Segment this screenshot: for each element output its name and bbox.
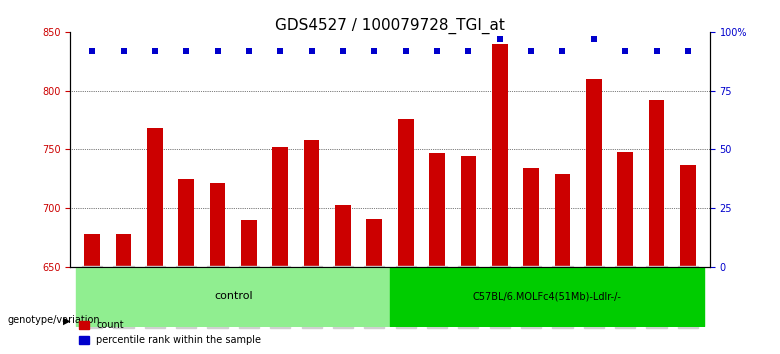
Bar	[367, 219, 382, 267]
Bar	[115, 234, 131, 267]
Text: C57BL/6.MOLFc4(51Mb)-Ldlr-/-: C57BL/6.MOLFc4(51Mb)-Ldlr-/-	[473, 291, 621, 301]
Bar	[210, 183, 225, 267]
Bar	[649, 100, 665, 267]
Bar	[680, 165, 696, 267]
Bar	[398, 119, 413, 267]
Bar	[241, 220, 257, 267]
Bar	[586, 79, 601, 267]
Bar	[492, 44, 508, 267]
Legend: count, percentile rank within the sample: count, percentile rank within the sample	[75, 316, 265, 349]
Bar	[147, 128, 163, 267]
Bar	[303, 140, 320, 267]
Text: control: control	[214, 291, 253, 301]
Bar	[555, 174, 570, 267]
Bar	[335, 205, 351, 267]
Bar	[84, 234, 100, 267]
Bar	[179, 179, 194, 267]
Bar	[460, 156, 477, 267]
Bar	[617, 152, 633, 267]
Text: ▶: ▶	[62, 315, 70, 325]
Text: GDS4527 / 100079728_TGI_at: GDS4527 / 100079728_TGI_at	[275, 18, 505, 34]
Text: genotype/variation: genotype/variation	[8, 315, 101, 325]
Bar	[429, 153, 445, 267]
Bar	[272, 147, 288, 267]
Bar	[523, 168, 539, 267]
